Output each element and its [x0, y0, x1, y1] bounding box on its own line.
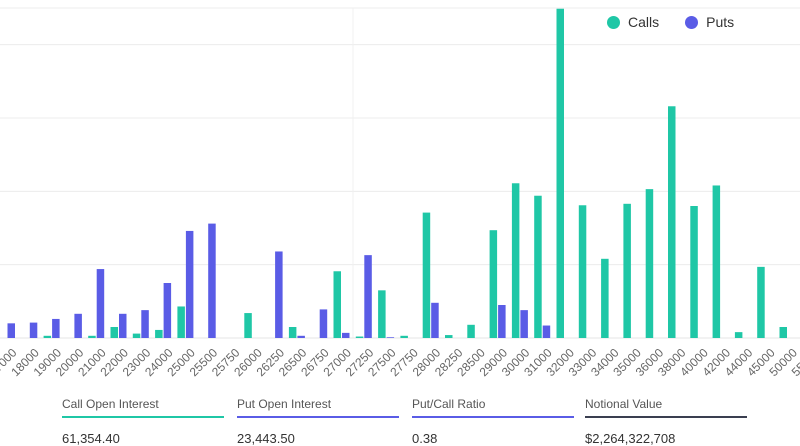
calls-bar-50000[interactable]	[779, 327, 788, 338]
stat-rule-ratio	[412, 416, 574, 418]
calls-bar-23000[interactable]	[132, 333, 141, 338]
gridlines	[0, 7, 800, 339]
calls-bar-30000[interactable]	[511, 183, 520, 338]
calls-bar-33000[interactable]	[578, 205, 587, 338]
puts-bar-31000[interactable]	[542, 325, 551, 338]
calls-bar-44000[interactable]	[734, 332, 743, 338]
puts-bar-23000[interactable]	[141, 310, 149, 338]
stat-value: 23,443.50	[237, 431, 295, 446]
calls-bar-28500[interactable]	[467, 324, 475, 338]
puts-bar-29000[interactable]	[498, 305, 506, 338]
puts-bar-26250[interactable]	[275, 251, 283, 338]
calls-bar-21000[interactable]	[88, 335, 96, 338]
x-tick-labels: 1700018000190002000021000220002300024000…	[0, 345, 800, 379]
puts-bar-27000[interactable]	[342, 332, 350, 338]
stat-rule-notional	[585, 416, 747, 418]
calls-legend-dot-icon	[607, 15, 620, 29]
legend-item-calls[interactable]: Calls	[607, 14, 659, 30]
stat-notional-value: Notional Value $2,264,322,708	[585, 396, 747, 446]
bars	[7, 8, 788, 339]
x-tick-label: 55000	[789, 345, 800, 379]
legend-calls-label: Calls	[628, 14, 660, 30]
puts-bar-20000[interactable]	[74, 313, 82, 338]
calls-bar-27750[interactable]	[400, 335, 408, 338]
calls-bar-29000[interactable]	[489, 230, 498, 338]
puts-bar-18000[interactable]	[29, 322, 38, 338]
puts-bar-27500[interactable]	[386, 337, 395, 338]
chart-svg: 1700018000190002000021000220002300024000…	[0, 7, 800, 379]
stat-put-open-interest: Put Open Interest 23,443.50	[237, 396, 399, 446]
calls-bar-22000[interactable]	[110, 327, 119, 338]
stat-rule-puts	[237, 416, 399, 418]
calls-bar-19000[interactable]	[43, 335, 52, 338]
legend-item-puts[interactable]: Puts	[685, 14, 734, 30]
calls-bar-32000[interactable]	[556, 8, 565, 338]
open-interest-chart: 17000 18000 19000 20000 21000 22000 23000 24000…	[0, 7, 800, 379]
puts-bar-19000[interactable]	[52, 318, 60, 338]
calls-bar-27250[interactable]	[355, 336, 364, 338]
calls-bar-27500[interactable]	[378, 290, 386, 338]
stat-label: Put/Call Ratio	[412, 397, 486, 411]
puts-bar-26500[interactable]	[297, 335, 305, 338]
puts-bar-22000[interactable]	[119, 313, 127, 338]
puts-bar-25500[interactable]	[208, 223, 216, 338]
calls-bar-35000[interactable]	[623, 203, 631, 338]
calls-bar-31000[interactable]	[534, 195, 542, 338]
summary-stats: Call Open Interest 61,354.40 Put Open In…	[62, 390, 800, 446]
stat-put-call-ratio: Put/Call Ratio 0.38	[412, 396, 574, 446]
calls-bar-28250[interactable]	[445, 335, 453, 338]
calls-bar-26000[interactable]	[244, 313, 252, 338]
chart-legend: Calls Puts	[607, 14, 734, 30]
puts-bar-30000[interactable]	[520, 310, 528, 338]
stat-label: Put Open Interest	[237, 397, 332, 411]
stat-label: Call Open Interest	[62, 397, 159, 411]
calls-bar-45000[interactable]	[757, 266, 765, 338]
puts-bar-24000[interactable]	[163, 283, 172, 338]
calls-bar-25000[interactable]	[177, 306, 185, 338]
puts-bar-25000[interactable]	[185, 230, 194, 338]
puts-bar-28000[interactable]	[431, 302, 439, 338]
stat-rule-calls	[62, 416, 224, 418]
puts-legend-dot-icon	[685, 15, 699, 29]
calls-bar-26500[interactable]	[288, 327, 297, 338]
puts-bar-27250[interactable]	[364, 255, 372, 338]
legend-puts-label: Puts	[706, 14, 735, 30]
puts-bar-17000[interactable]	[7, 323, 16, 338]
stat-value: 0.38	[412, 431, 438, 446]
stat-value: $2,264,322,708	[585, 431, 676, 446]
calls-bar-34000[interactable]	[601, 258, 609, 338]
calls-bar-36000[interactable]	[645, 189, 654, 338]
stat-label: Notional Value	[585, 397, 663, 411]
puts-bar-21000[interactable]	[96, 269, 105, 338]
stat-value: 61,354.40	[62, 431, 120, 446]
puts-bar-26750[interactable]	[319, 309, 328, 338]
stat-call-open-interest: Call Open Interest 61,354.40	[62, 396, 224, 446]
calls-bar-27000[interactable]	[333, 271, 342, 338]
calls-bar-24000[interactable]	[155, 329, 163, 338]
calls-bar-38000[interactable]	[668, 106, 676, 339]
calls-bar-28000[interactable]	[422, 212, 431, 338]
calls-bar-40000[interactable]	[690, 206, 698, 338]
calls-bar-42000[interactable]	[712, 185, 721, 338]
